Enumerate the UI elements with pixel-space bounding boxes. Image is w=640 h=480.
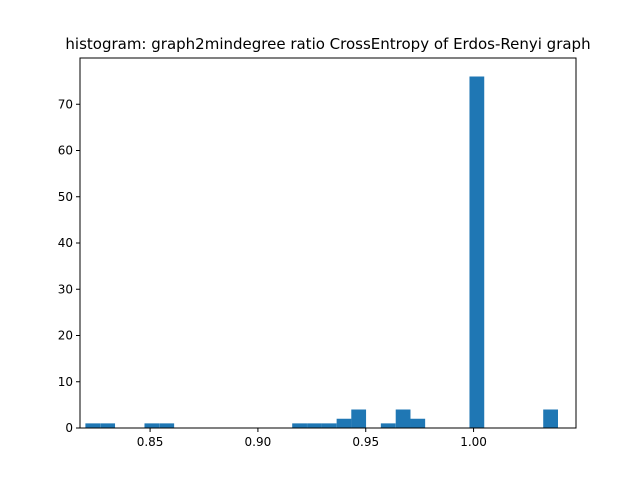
- y-tick-label: 20: [58, 329, 73, 343]
- histogram-bar: [410, 418, 426, 428]
- x-axis-ticks: 0.85 0.90 0.95 1.00: [137, 428, 487, 449]
- y-axis-ticks: 0 10 20 30 40 50 60 70: [58, 97, 80, 435]
- x-tick-label: 1.00: [460, 435, 487, 449]
- histogram-bar: [395, 409, 411, 428]
- x-tick-label: 0.90: [245, 435, 272, 449]
- histogram-bar: [380, 423, 396, 428]
- y-tick-label: 60: [58, 144, 73, 158]
- histogram-bar: [144, 423, 160, 428]
- histogram-bar: [469, 76, 485, 428]
- y-tick-label: 50: [58, 190, 73, 204]
- histogram-bar: [85, 423, 101, 428]
- histogram-bar: [307, 423, 322, 428]
- histogram-bar: [321, 423, 337, 428]
- histogram-bar: [159, 423, 175, 428]
- bars-group: [85, 76, 558, 428]
- x-tick-label: 0.95: [352, 435, 379, 449]
- histogram-bar: [543, 409, 558, 428]
- x-tick-label: 0.85: [137, 435, 164, 449]
- y-tick-label: 40: [58, 236, 73, 250]
- histogram-bar: [336, 418, 352, 428]
- y-tick-label: 10: [58, 375, 73, 389]
- y-tick-label: 0: [65, 421, 73, 435]
- chart-title: histogram: graph2mindegree ratio CrossEn…: [65, 35, 590, 53]
- plot-frame: [79, 57, 577, 429]
- histogram-bar: [351, 409, 367, 428]
- histogram-bar: [100, 423, 116, 428]
- y-tick-label: 30: [58, 282, 73, 296]
- y-tick-label: 70: [58, 97, 73, 111]
- histogram-bar: [292, 423, 307, 428]
